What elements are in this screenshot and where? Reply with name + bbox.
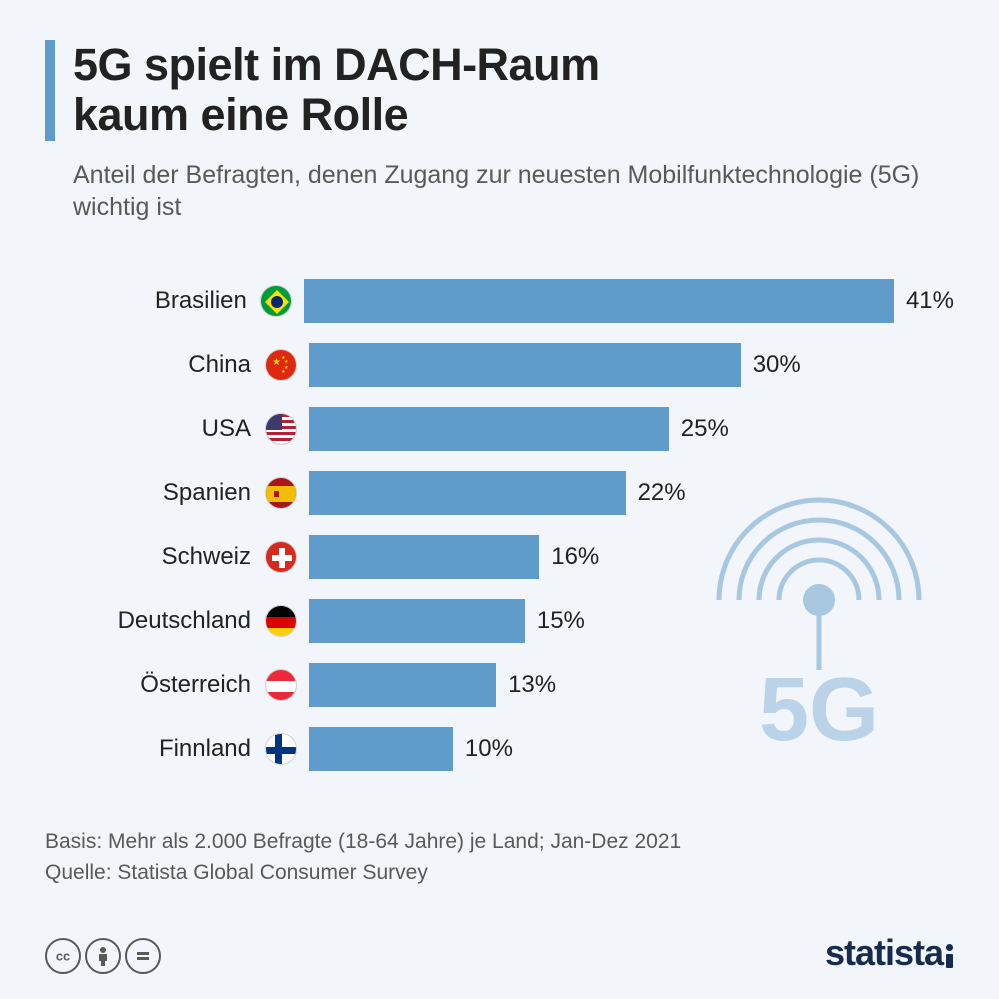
nd-icon — [125, 938, 161, 974]
bar-row: Österreich 13% — [73, 653, 954, 717]
bar-row: Deutschland 15% — [73, 589, 954, 653]
bar — [309, 663, 496, 707]
bar-value: 10% — [465, 735, 513, 763]
bar-row: USA 25% — [73, 397, 954, 461]
bar-cell: 22% — [301, 471, 954, 515]
country-label: USA — [73, 415, 261, 443]
title-line-1: 5G spielt im DACH-Raum — [73, 39, 600, 90]
bar-value: 25% — [681, 415, 729, 443]
bar-value: 30% — [753, 351, 801, 379]
country-label: Finnland — [73, 735, 261, 763]
spain-flag-icon — [265, 477, 297, 509]
cc-icon: cc — [45, 938, 81, 974]
bar-row: Brasilien 41% — [73, 269, 954, 333]
svg-text:★: ★ — [272, 357, 281, 368]
country-label: Österreich — [73, 671, 261, 699]
bar — [309, 471, 626, 515]
title-line-2: kaum eine Rolle — [73, 89, 408, 140]
page-title: 5G spielt im DACH-Raum kaum eine Rolle — [73, 40, 600, 141]
brazil-flag-icon — [260, 285, 292, 317]
bar — [309, 407, 669, 451]
flag-cell — [261, 605, 301, 637]
source-text: Basis: Mehr als 2.000 Befragte (18-64 Ja… — [45, 826, 954, 889]
basis-line-1: Basis: Mehr als 2.000 Befragte (18-64 Ja… — [45, 830, 681, 853]
bar-row: Finnland 10% — [73, 717, 954, 781]
bar-cell: 10% — [301, 727, 954, 771]
bar-cell: 15% — [301, 599, 954, 643]
footer: cc statista — [45, 932, 954, 974]
bar-cell: 30% — [301, 343, 954, 387]
bar-value: 15% — [537, 607, 585, 635]
bar-row: China★★★★★ 30% — [73, 333, 954, 397]
austria-flag-icon — [265, 669, 297, 701]
svg-text:★: ★ — [281, 369, 286, 375]
basis-line-2: Quelle: Statista Global Consumer Survey — [45, 861, 428, 884]
finland-flag-icon — [265, 733, 297, 765]
usa-flag-icon — [265, 413, 297, 445]
logo-text: statista — [825, 932, 943, 974]
germany-flag-icon — [265, 605, 297, 637]
bar-value: 13% — [508, 671, 556, 699]
country-label: Schweiz — [73, 543, 261, 571]
bar — [304, 279, 894, 323]
flag-cell — [261, 733, 301, 765]
bar-chart: Brasilien 41% China★★★★★ 30% USA 25% Spanien 22… — [73, 269, 954, 781]
bar — [309, 535, 539, 579]
subtitle: Anteil der Befragten, denen Zugang zur n… — [73, 159, 954, 224]
bar-value: 41% — [906, 287, 954, 315]
bar-cell: 25% — [301, 407, 954, 451]
bar-cell: 16% — [301, 535, 954, 579]
flag-cell — [261, 477, 301, 509]
title-accent-bar — [45, 40, 55, 141]
bar — [309, 343, 741, 387]
country-label: Deutschland — [73, 607, 261, 635]
country-label: Brasilien — [73, 287, 257, 315]
bar — [309, 599, 525, 643]
statista-logo: statista — [825, 932, 954, 974]
flag-cell — [261, 669, 301, 701]
bar-cell: 41% — [296, 279, 954, 323]
bar — [309, 727, 453, 771]
china-flag-icon: ★★★★★ — [265, 349, 297, 381]
flag-cell — [261, 413, 301, 445]
bar-cell: 13% — [301, 663, 954, 707]
bar-row: Spanien 22% — [73, 461, 954, 525]
by-icon — [85, 938, 121, 974]
switzerland-flag-icon — [265, 541, 297, 573]
bar-value: 16% — [551, 543, 599, 571]
flag-cell — [261, 541, 301, 573]
bar-row: Schweiz 16% — [73, 525, 954, 589]
flag-cell: ★★★★★ — [261, 349, 301, 381]
country-label: China — [73, 351, 261, 379]
cc-license-icons: cc — [45, 938, 161, 974]
header: 5G spielt im DACH-Raum kaum eine Rolle — [45, 40, 954, 141]
flag-cell — [257, 285, 296, 317]
logo-dot-icon — [946, 944, 954, 968]
svg-text:cc: cc — [56, 949, 70, 964]
bar-value: 22% — [638, 479, 686, 507]
country-label: Spanien — [73, 479, 261, 507]
